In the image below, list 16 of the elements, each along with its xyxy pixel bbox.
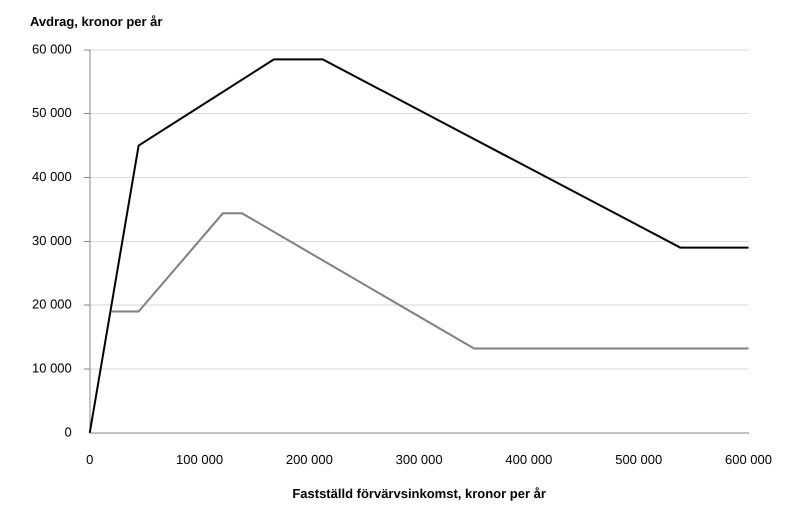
y-tick-label: 40 000 <box>32 169 72 184</box>
y-tick-label: 20 000 <box>32 296 72 312</box>
y-tick-label: 30 000 <box>32 232 72 248</box>
x-axis-title: Fastställd förvärvsinkomst, kronor per år <box>292 486 546 501</box>
y-tick-label: 0 <box>64 424 72 440</box>
x-tick-label: 500 000 <box>615 452 662 468</box>
y-tick-label: 50 000 <box>32 105 72 120</box>
y-axis-title: Avdrag, kronor per år <box>30 14 162 29</box>
y-tick-label: 60 000 <box>32 41 72 56</box>
x-tick-label: 300 000 <box>396 452 443 468</box>
x-tick-label: 600 000 <box>725 452 772 468</box>
x-tick-label: 400 000 <box>505 452 552 468</box>
x-tick-label: 200 000 <box>286 452 333 468</box>
x-tick-label: 100 000 <box>176 452 224 468</box>
x-tick-label: 0 <box>86 452 94 468</box>
y-tick-label: 10 000 <box>32 360 72 376</box>
